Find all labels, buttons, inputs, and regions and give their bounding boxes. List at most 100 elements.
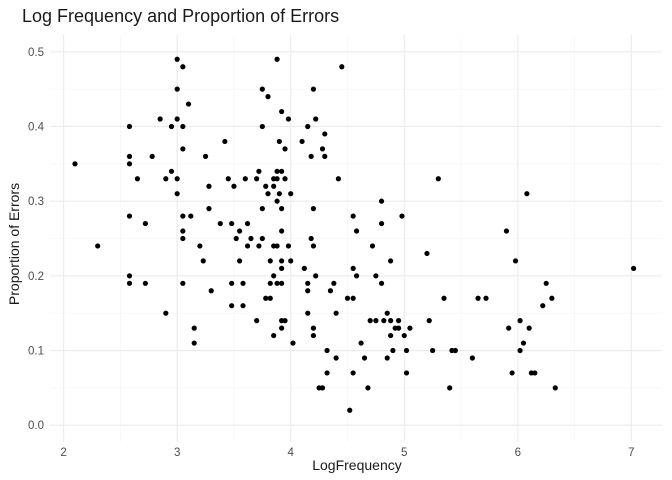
data-point xyxy=(310,332,317,339)
data-point xyxy=(308,153,314,159)
data-point xyxy=(271,332,277,339)
data-point xyxy=(424,250,430,257)
y-tick-label: 0.4 xyxy=(28,121,45,133)
data-point xyxy=(256,168,262,174)
data-point xyxy=(282,146,288,152)
data-point xyxy=(95,243,101,249)
data-point xyxy=(313,273,319,279)
data-point xyxy=(517,347,523,354)
data-point xyxy=(319,146,326,152)
data-point xyxy=(305,288,311,294)
data-point xyxy=(142,280,148,286)
data-point xyxy=(271,273,277,279)
data-point xyxy=(202,153,209,159)
y-axis-title: Proportion of Errors xyxy=(6,183,22,305)
y-tick-label: 0.2 xyxy=(28,271,44,283)
x-tick-label: 7 xyxy=(628,447,634,459)
data-point xyxy=(174,176,180,182)
data-point xyxy=(388,332,394,339)
data-point xyxy=(441,295,447,301)
data-point xyxy=(72,161,78,167)
data-point xyxy=(373,273,379,279)
x-axis-ticks: 2 3 4 5 6 7 xyxy=(60,447,634,459)
data-point xyxy=(279,265,285,271)
data-point xyxy=(271,183,277,189)
data-point xyxy=(310,206,317,212)
data-points xyxy=(72,56,637,413)
data-point xyxy=(149,153,155,159)
data-point xyxy=(388,318,394,324)
data-point xyxy=(322,131,328,137)
data-point xyxy=(517,318,523,324)
data-point xyxy=(512,258,519,264)
data-point xyxy=(185,101,192,107)
data-point xyxy=(157,116,163,122)
data-point xyxy=(276,138,282,145)
data-point xyxy=(168,168,175,174)
data-point xyxy=(267,258,273,264)
data-point xyxy=(222,138,228,145)
y-tick-label: 0.5 xyxy=(28,47,44,59)
data-point xyxy=(279,280,285,286)
data-point xyxy=(265,191,271,197)
data-point xyxy=(524,191,530,197)
data-point xyxy=(350,370,356,376)
data-point xyxy=(256,243,262,249)
data-point xyxy=(532,370,538,376)
data-point xyxy=(229,220,235,227)
data-point xyxy=(254,318,260,324)
data-point xyxy=(301,265,307,271)
data-point xyxy=(191,325,197,331)
data-point xyxy=(288,191,294,197)
data-point xyxy=(401,332,407,339)
data-point xyxy=(263,295,269,301)
data-point xyxy=(237,258,243,264)
data-point xyxy=(279,108,285,115)
data-point xyxy=(333,355,339,361)
data-point xyxy=(240,280,246,286)
x-tick-label: 2 xyxy=(60,447,66,459)
data-point xyxy=(407,325,413,331)
data-point xyxy=(299,138,305,145)
data-point xyxy=(469,355,475,361)
data-point xyxy=(288,258,294,264)
data-point xyxy=(310,86,317,92)
data-point xyxy=(509,370,515,376)
data-point xyxy=(475,295,481,301)
data-point xyxy=(180,228,186,234)
data-point xyxy=(126,153,133,159)
data-point xyxy=(174,116,180,122)
x-tick-label: 5 xyxy=(401,447,407,459)
data-point xyxy=(350,213,356,219)
data-point xyxy=(244,220,251,227)
y-tick-label: 0.1 xyxy=(28,346,44,358)
data-point xyxy=(350,295,356,301)
data-point xyxy=(403,370,410,376)
data-point xyxy=(274,168,280,174)
data-point xyxy=(335,176,342,182)
data-point xyxy=(191,340,197,346)
data-point xyxy=(290,340,296,346)
data-point xyxy=(163,310,169,316)
data-point xyxy=(168,123,175,130)
data-point xyxy=(388,258,394,264)
data-point xyxy=(344,295,351,301)
data-point xyxy=(353,228,360,234)
data-point xyxy=(503,228,510,234)
data-point xyxy=(200,258,206,264)
data-point xyxy=(367,318,373,324)
data-point xyxy=(267,280,273,286)
data-point xyxy=(399,213,405,219)
data-point xyxy=(373,318,379,324)
data-point xyxy=(543,280,549,286)
grid-lines xyxy=(50,35,662,442)
data-point xyxy=(381,318,387,324)
data-point xyxy=(279,206,285,212)
data-point xyxy=(244,243,251,249)
data-point xyxy=(254,176,260,182)
data-point xyxy=(322,153,328,159)
data-point xyxy=(369,243,376,249)
data-point xyxy=(231,183,237,189)
data-point xyxy=(540,303,546,309)
